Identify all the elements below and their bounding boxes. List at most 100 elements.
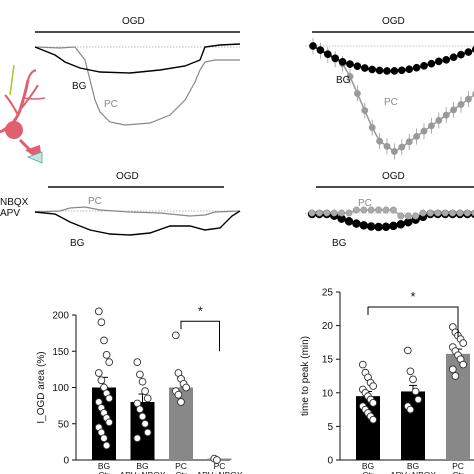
- pc-point-marker: [420, 127, 428, 135]
- significance-star: *: [198, 303, 203, 318]
- data-point: [105, 394, 114, 403]
- trace-label-pc: PC: [88, 196, 102, 207]
- pc-point-marker: [330, 209, 338, 217]
- category-label: BG: [98, 461, 110, 471]
- pc-point-marker: [412, 212, 420, 220]
- trace-pc: [34, 206, 241, 217]
- trace-bg: [34, 43, 241, 74]
- bg-point-marker: [344, 217, 354, 226]
- side-label-apv: APV: [0, 208, 20, 219]
- y-axis-label: time to peak (min): [300, 336, 311, 416]
- pc-point-marker: [323, 209, 331, 217]
- trace-panel-top-left: OGD BG PC: [0, 16, 241, 164]
- bg-point-marker: [346, 60, 354, 68]
- data-point: [105, 358, 114, 366]
- pc-point-marker: [471, 209, 474, 217]
- bg-point-marker: [331, 54, 340, 63]
- y-tick-label: 10: [322, 388, 334, 399]
- pc-point-marker: [449, 209, 457, 217]
- bg-point-marker: [360, 64, 369, 72]
- category-label: APV+NBQX: [390, 470, 436, 474]
- data-point: [138, 377, 147, 386]
- data-point: [213, 456, 221, 464]
- y-tick-label: 150: [52, 347, 69, 358]
- pc-point-marker: [376, 137, 384, 145]
- bg-point-marker: [397, 66, 406, 75]
- category-label: Ctr: [175, 470, 187, 474]
- data-point: [141, 387, 149, 395]
- data-point: [459, 360, 468, 369]
- bg-point-marker: [464, 48, 473, 56]
- category-label: BG: [362, 461, 374, 471]
- pc-point-marker: [404, 212, 412, 220]
- pc-point-marker: [360, 206, 368, 214]
- category-label: APV+NBQX: [119, 470, 165, 474]
- category-label: PC: [214, 461, 226, 471]
- pc-point-marker: [441, 209, 449, 217]
- y-tick-label: 20: [322, 321, 334, 332]
- category-label: PC: [452, 461, 464, 471]
- pc-point-marker: [442, 111, 450, 119]
- data-point: [143, 428, 152, 437]
- category-label: BG: [136, 461, 148, 471]
- data-point: [102, 441, 111, 450]
- y-axis-label: I_OGD area (%): [36, 351, 47, 423]
- pc-point-marker: [375, 206, 383, 214]
- trace-label-bg: BG: [332, 238, 347, 249]
- y-tick-label: 0: [327, 456, 333, 467]
- category-label: BG: [407, 461, 419, 471]
- pc-point-marker: [382, 206, 390, 214]
- bg-point-marker: [338, 57, 347, 66]
- pc-point-marker: [352, 206, 360, 214]
- trace-label-pc: PC: [384, 97, 398, 108]
- bg-point-marker: [405, 65, 414, 74]
- data-point: [459, 339, 468, 347]
- data-point: [97, 376, 106, 385]
- bg-point-marker: [374, 222, 383, 232]
- trace-bg: [34, 210, 241, 236]
- data-point: [406, 405, 415, 414]
- data-point: [177, 398, 185, 406]
- bg-point-marker: [316, 46, 325, 54]
- pc-point-marker: [315, 209, 323, 217]
- pc-point-marker: [413, 132, 421, 140]
- pc-point-marker: [353, 90, 361, 97]
- pc-point-marker: [397, 212, 405, 220]
- pc-point-marker: [398, 143, 406, 151]
- trace-pc: [34, 46, 240, 126]
- bar: [401, 391, 425, 460]
- category-label: Ctr: [452, 470, 464, 474]
- ogd-label: OGD: [122, 16, 145, 27]
- trace-label-pc: PC: [104, 99, 118, 110]
- trace-panel-mid-left: OGD PC BG NBQX APV: [0, 171, 241, 249]
- bg-point-marker: [412, 63, 421, 72]
- data-point: [102, 351, 111, 359]
- cell-schematic: [0, 64, 46, 164]
- data-point: [136, 405, 144, 414]
- data-point: [174, 390, 183, 399]
- series-bg: [309, 42, 474, 75]
- y-tick-label: 5: [327, 422, 333, 433]
- data-point: [94, 369, 103, 377]
- bg-point-marker: [420, 61, 428, 70]
- pc-point-marker: [308, 209, 316, 217]
- pc-point-marker: [434, 209, 442, 217]
- pc-point-marker: [338, 209, 346, 217]
- data-point: [133, 358, 142, 366]
- pc-point-marker: [463, 209, 471, 217]
- pc-point-marker: [383, 142, 391, 150]
- data-point: [136, 370, 144, 379]
- bg-point-marker: [442, 55, 451, 64]
- significance-star: *: [410, 289, 415, 304]
- pc-point-marker: [456, 209, 464, 217]
- bg-point-marker: [368, 65, 377, 74]
- pc-point-marker: [450, 106, 458, 114]
- data-point: [369, 399, 378, 407]
- pc-point-marker: [427, 122, 435, 130]
- category-label: Ctr: [362, 470, 374, 474]
- pc-point-marker: [346, 73, 354, 80]
- bg-point-marker: [457, 50, 465, 59]
- data-point: [94, 307, 103, 316]
- data-point: [403, 346, 412, 355]
